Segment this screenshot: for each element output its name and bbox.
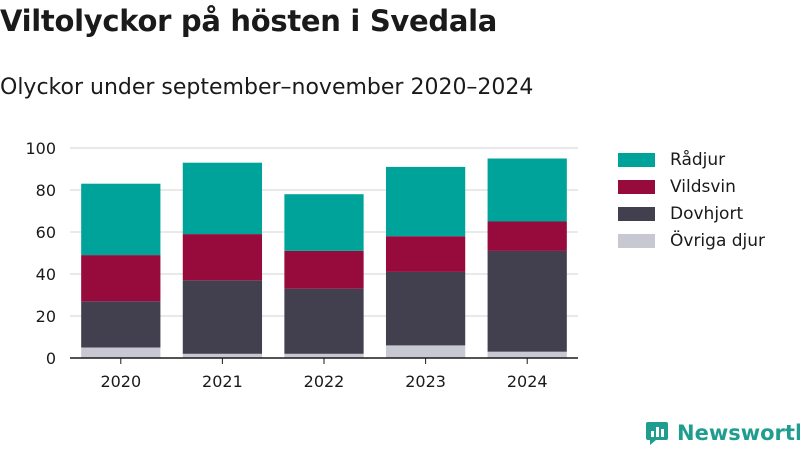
bar-segment: [385, 166, 466, 237]
chart-title: Viltolyckor på hösten i Svedala: [0, 4, 498, 38]
y-tick-label: 20: [36, 307, 56, 326]
legend: Rådjur Vildsvin Dovhjort Övriga djur: [618, 146, 765, 254]
bar-segment: [182, 353, 263, 358]
legend-label: Vildsvin: [670, 176, 736, 197]
brand-logo: Newsworthy: [645, 420, 800, 446]
bar-segment: [81, 183, 161, 256]
bar-segment: [487, 221, 567, 251]
brand-name: Newsworthy: [677, 421, 800, 445]
bar-segment: [182, 280, 263, 354]
legend-item: Övriga djur: [618, 227, 765, 254]
legend-swatch: [618, 233, 655, 248]
x-tick-label: 2023: [405, 372, 446, 391]
chart-subtitle: Olyckor under september–november 2020–20…: [0, 75, 534, 100]
legend-swatch: [618, 179, 655, 194]
x-tick-label: 2022: [304, 372, 345, 391]
legend-label: Övriga djur: [670, 230, 766, 251]
newsworthy-logo-icon: [646, 422, 668, 445]
legend-item: Vildsvin: [618, 173, 765, 200]
axes: 0 20 40 60 80 100 2020 2021 2022 2023 2024: [25, 139, 578, 391]
x-tick-label: 2021: [202, 372, 243, 391]
legend-label: Dovhjort: [670, 203, 744, 224]
bar-segment: [284, 194, 364, 251]
legend-label: Rådjur: [670, 149, 726, 170]
legend-item: Dovhjort: [618, 200, 765, 227]
y-tick-label: 60: [36, 223, 56, 242]
bars: [81, 158, 567, 358]
y-tick-label: 40: [36, 265, 56, 284]
x-tick-label: 2024: [507, 372, 548, 391]
x-tick-label: 2020: [100, 372, 141, 391]
bar-segment: [487, 158, 567, 222]
y-tick-label: 0: [46, 349, 56, 368]
bar-segment: [81, 255, 161, 302]
bar-segment: [284, 288, 364, 354]
legend-swatch: [618, 206, 655, 221]
bar-segment: [385, 271, 466, 346]
bar-segment: [487, 250, 567, 352]
bar-segment: [487, 351, 567, 358]
legend-swatch: [618, 152, 655, 167]
legend-item: Rådjur: [618, 146, 765, 173]
bar-segment: [385, 236, 466, 272]
bar-segment: [182, 162, 263, 235]
bar-segment: [284, 250, 364, 289]
bar-segment: [284, 353, 364, 358]
bar-segment: [182, 234, 263, 281]
bar-segment: [81, 347, 161, 358]
bar-segment: [81, 301, 161, 348]
y-tick-label: 80: [36, 181, 56, 200]
y-tick-label: 100: [25, 139, 56, 158]
bar-segment: [385, 345, 466, 358]
